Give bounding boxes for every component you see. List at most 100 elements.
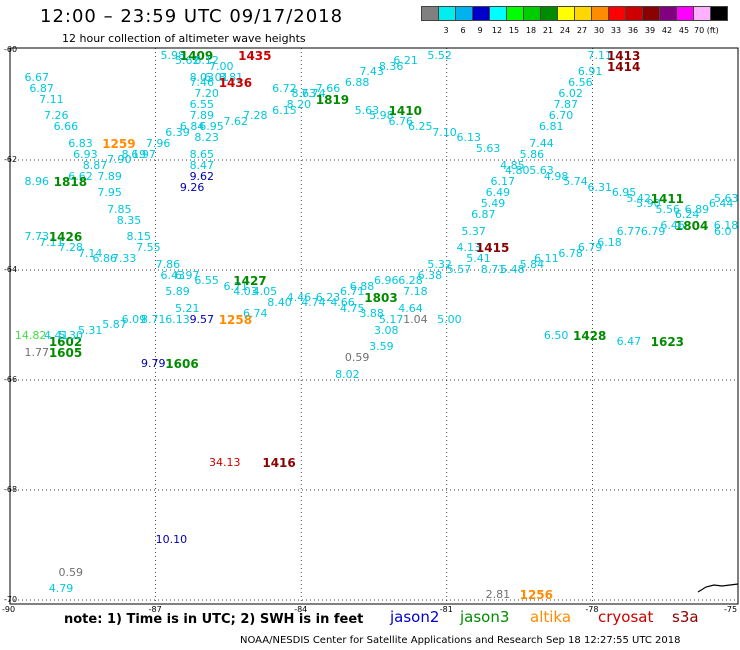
legend-item-cryosat: cryosat xyxy=(598,608,654,626)
lat-tick-label: -68 xyxy=(4,485,18,494)
colorbar-label: 70 (ft) xyxy=(694,26,719,35)
wave-height-value: 5.30 xyxy=(58,329,84,342)
wave-height-value: 7.20 xyxy=(194,87,219,100)
wave-height-value: 6.13 xyxy=(165,312,190,326)
pass-time-label: 1256 xyxy=(519,587,553,602)
pass-time-label: 1428 xyxy=(572,329,607,343)
pass-time-label: 1623 xyxy=(650,334,685,349)
pass-time-label: 1427 xyxy=(233,274,267,288)
wave-height-value: 8.96 xyxy=(24,175,50,188)
legend-item-jason2: jason2 xyxy=(390,608,440,626)
wave-height-value: 7.73 xyxy=(24,230,50,243)
wave-height-value: 7.28 xyxy=(58,241,84,254)
wave-height-value: 7.46 xyxy=(189,76,215,89)
wave-height-value: 7.86 xyxy=(155,257,181,271)
wave-height-value: 6.83 xyxy=(68,136,93,150)
wave-height-value: 3.59 xyxy=(369,340,394,353)
wave-height-value: 4.98 xyxy=(543,169,569,183)
legend-item-altika: altika xyxy=(530,608,572,626)
wave-height-value: 5.87 xyxy=(102,318,127,331)
wave-height-value: 6.84 xyxy=(179,120,205,133)
lat-tick-label: -66 xyxy=(4,375,18,384)
wave-height-value: 5.86 xyxy=(519,147,545,161)
wave-height-value: 7.43 xyxy=(359,65,384,78)
wave-height-value: 5.31 xyxy=(77,323,103,337)
wave-height-value: 7.90 xyxy=(107,153,132,166)
legend-item-jason3: jason3 xyxy=(460,608,510,626)
wave-height-value: 6.97 xyxy=(175,268,200,282)
colorbar-label: 18 xyxy=(525,26,537,35)
wave-height-value: 5.98 xyxy=(369,109,394,122)
wave-height-value: 5.62 xyxy=(175,54,200,67)
wave-height-value: 7.11 xyxy=(39,92,64,106)
wave-height-value: 8.23 xyxy=(194,131,219,144)
wave-height-value: 6.23 xyxy=(315,290,341,304)
wave-height-value: 7.89 xyxy=(189,109,215,122)
wave-height-value: 6.02 xyxy=(558,87,583,100)
wave-height-value: 6.44 xyxy=(708,197,734,210)
wave-height-value: 5.37 xyxy=(461,224,486,238)
wave-height-value: 4.41 xyxy=(43,329,69,342)
wave-height-value: 8.15 xyxy=(126,230,151,243)
wave-height-value: 6.01 xyxy=(204,70,229,84)
colorbar-label: 9 xyxy=(477,26,483,35)
pass-time-label: 1602 xyxy=(48,334,83,349)
wave-height-value: 4.85 xyxy=(500,158,525,172)
lon-tick-label: -84 xyxy=(294,605,308,614)
wave-height-value: 6.93 xyxy=(73,147,98,161)
wave-height-value: 6.77 xyxy=(616,224,642,238)
wave-height-value: 4.66 xyxy=(330,296,355,309)
pass-time-label: 1410 xyxy=(388,103,422,118)
plot-frame xyxy=(9,47,739,605)
wave-height-value: 5.90 xyxy=(636,197,661,210)
wave-height-value: 7.14 xyxy=(77,246,103,260)
wave-height-value: 6.56 xyxy=(568,76,593,89)
wave-height-value: 6.72 xyxy=(272,81,297,95)
colorbar-label: 24 xyxy=(559,26,571,35)
wave-height-value: 4.13 xyxy=(456,241,482,254)
wave-height-value: 5.49 xyxy=(480,197,506,210)
wave-height-value: 7.11 xyxy=(39,235,64,249)
wave-height-value: 8.02 xyxy=(335,367,360,381)
wave-height-value: 1.04 xyxy=(403,312,428,326)
wave-height-value: 7.85 xyxy=(107,202,132,216)
wave-height-value: 7.62 xyxy=(223,114,249,128)
lon-tick-label: -87 xyxy=(148,605,162,614)
wave-height-value: 4.80 xyxy=(505,164,530,177)
wave-height-value: 7.18 xyxy=(403,285,428,298)
wave-height-value: 5.63 xyxy=(714,191,739,205)
wave-height-value: 5.00 xyxy=(437,312,462,326)
wave-height-value: 7.89 xyxy=(97,169,122,183)
wave-height-value: 6.87 xyxy=(29,81,54,95)
wave-height-value: 6.49 xyxy=(485,186,511,199)
wave-height-value: 5.57 xyxy=(446,263,472,276)
wave-height-value: 6.55 xyxy=(189,98,215,111)
pass-time-label: 1605 xyxy=(48,345,83,360)
wave-height-value: 6.66 xyxy=(53,120,79,133)
wave-height-value: 6.79 xyxy=(577,241,603,254)
coastline xyxy=(697,583,739,593)
wave-height-value: 7.11 xyxy=(587,48,613,62)
wave-height-value: 8.03 xyxy=(189,70,215,84)
map-subtitle: 12 hour collection of altimeter wave hei… xyxy=(62,32,306,45)
wave-height-value: 9.57 xyxy=(189,312,215,326)
wave-height-value: 7.10 xyxy=(432,125,457,139)
wave-height-value: 6.31 xyxy=(587,180,613,194)
credit-line: NOAA/NESDIS Center for Satellite Applica… xyxy=(240,635,681,646)
lon-tick-label: -81 xyxy=(439,605,453,614)
wave-height-value: 6.87 xyxy=(471,208,496,221)
wave-height-value: 8.65 xyxy=(189,147,215,161)
colorbar-label: 36 xyxy=(627,26,639,35)
wave-height-value: 6.62 xyxy=(68,169,93,183)
wave-height-value: 6.67 xyxy=(24,70,50,84)
pass-time-label: 1414 xyxy=(606,59,641,74)
lon-tick-label: -90 xyxy=(2,605,16,614)
wave-height-value: 6.24 xyxy=(674,208,700,221)
units-note: note: 1) Time is in UTC; 2) SWH is in fe… xyxy=(64,612,364,627)
wave-height-value: 7.33 xyxy=(111,252,137,265)
wave-height-value: 6.96 xyxy=(374,274,399,287)
wave-height-value: 1.77 xyxy=(24,345,50,359)
wave-height-value: 9.26 xyxy=(179,180,205,194)
wave-height-value: 5.21 xyxy=(175,301,200,315)
pass-time-label: 1416 xyxy=(262,455,296,470)
